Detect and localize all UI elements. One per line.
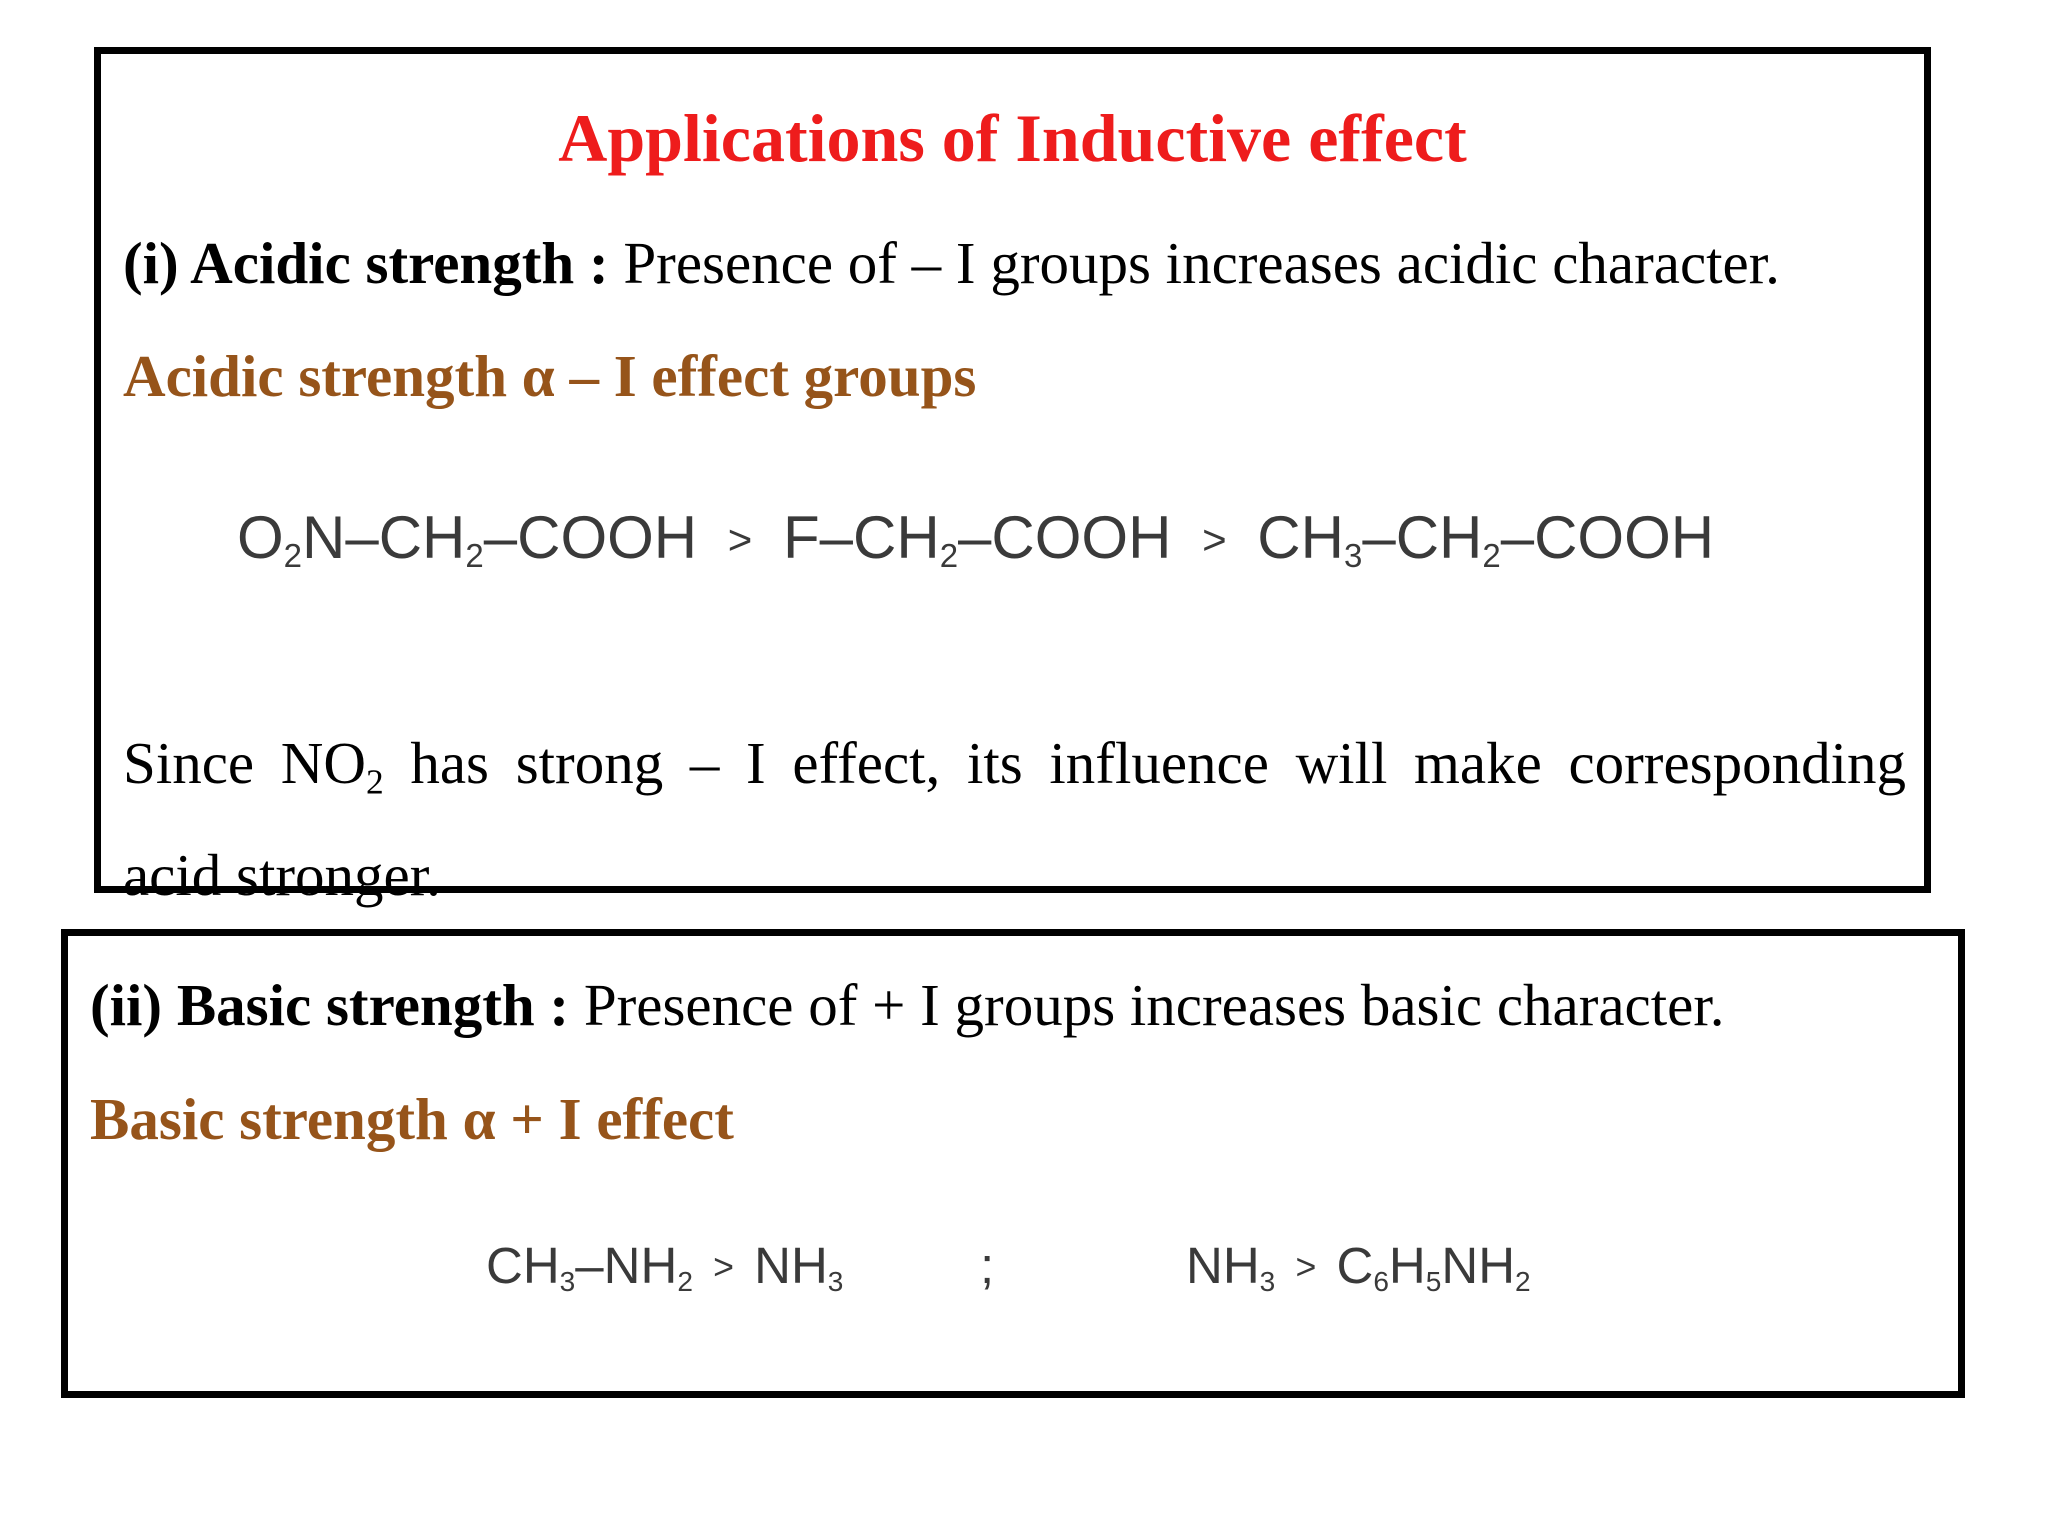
formula-cooh: –COOH xyxy=(1500,504,1715,571)
formula-cooh: –COOH xyxy=(483,504,698,571)
formula-o: O xyxy=(237,504,284,571)
acidic-strength-label: (i) Acidic strength : xyxy=(123,230,609,296)
explanation-text: has strong – I effect, its influence wil… xyxy=(383,730,1906,796)
basic-strength-proportionality: Basic strength α + I effect xyxy=(90,1086,734,1152)
formula-subscript: 3 xyxy=(559,1265,576,1297)
formula-ch: CH xyxy=(1257,504,1344,571)
greater-than-sign: > xyxy=(1295,1247,1317,1288)
formula-subscript: 3 xyxy=(1259,1265,1276,1297)
formula-subscript: 2 xyxy=(1515,1265,1531,1297)
formula-subscript: 2 xyxy=(677,1265,693,1297)
acidic-strength-description: Presence of – I groups increases acidic … xyxy=(608,230,1780,296)
formula-subscript: 3 xyxy=(827,1265,844,1297)
acidic-strength-statement: (i) Acidic strength : Presence of – I gr… xyxy=(123,234,1780,293)
greater-than-sign: > xyxy=(713,1247,734,1288)
formula-n-ch: N–CH xyxy=(302,504,466,571)
formula-h: H xyxy=(1388,1237,1426,1294)
acidic-strength-formula: O2N–CH2–COOH > F–CH2–COOH > CH3–CH2–COOH xyxy=(237,508,1714,573)
formula-nh: –NH xyxy=(575,1237,678,1294)
basic-strength-description: Presence of + I groups increases basic c… xyxy=(569,972,1725,1038)
formula-subscript: 5 xyxy=(1425,1265,1442,1297)
basic-strength-formula-left: CH3–NH2 > NH3 xyxy=(486,1237,843,1295)
basic-strength-box: (ii) Basic strength : Presence of + I gr… xyxy=(61,929,1965,1398)
formula-subscript: 3 xyxy=(1343,537,1363,575)
formula-cooh: –COOH xyxy=(958,504,1172,571)
page-title: Applications of Inductive effect xyxy=(558,100,1467,176)
acidic-strength-box: Applications of Inductive effect (i) Aci… xyxy=(94,47,1931,905)
formula-subscript: 2 xyxy=(939,537,959,575)
explanation-line-2: acid stronger. xyxy=(123,842,441,908)
formula-c: C xyxy=(1336,1237,1374,1294)
explanation-line-1: Since NO2 has strong – I effect, its inf… xyxy=(123,734,1906,800)
greater-than-sign: > xyxy=(727,515,753,563)
formula-separator: ; xyxy=(980,1237,995,1294)
formula-nh: NH xyxy=(754,1237,828,1294)
formula-subscript: 2 xyxy=(465,537,484,575)
explanation-subscript: 2 xyxy=(365,761,384,802)
greater-than-sign: > xyxy=(1202,515,1227,563)
basic-strength-label: (ii) Basic strength : xyxy=(90,972,570,1038)
formula-subscript: 6 xyxy=(1373,1265,1389,1297)
formula-ch: –CH xyxy=(1362,504,1483,571)
formula-nh: NH xyxy=(1186,1237,1260,1294)
explanation-text: Since NO xyxy=(123,730,366,796)
basic-strength-statement: (ii) Basic strength : Presence of + I gr… xyxy=(90,976,1724,1035)
formula-f-ch: F–CH xyxy=(783,504,940,571)
basic-strength-formula-right: NH3 > C6H5NH2 xyxy=(1186,1237,1531,1295)
acidic-strength-proportionality: Acidic strength α – I effect groups xyxy=(123,343,977,409)
formula-subscript: 2 xyxy=(1482,537,1501,575)
formula-nh: NH xyxy=(1441,1237,1516,1294)
formula-subscript: 2 xyxy=(283,537,303,575)
formula-ch: CH xyxy=(486,1237,560,1294)
